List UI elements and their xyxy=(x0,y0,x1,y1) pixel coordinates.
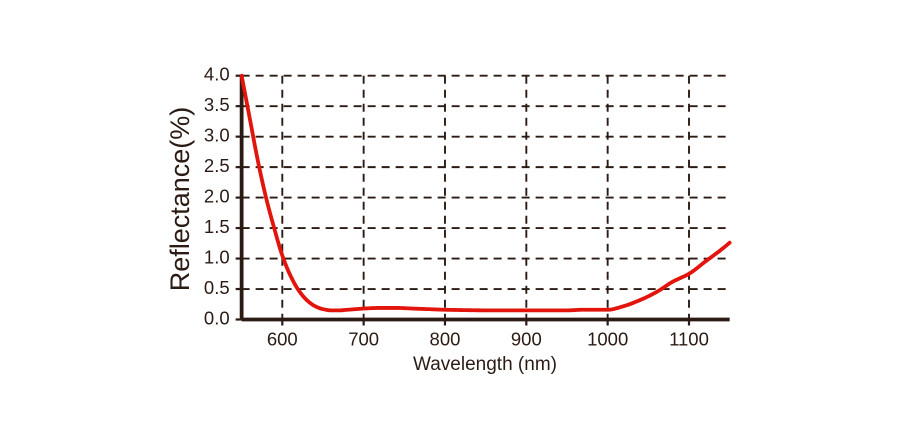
svg-text:1.0: 1.0 xyxy=(204,247,230,268)
svg-text:Wavelength (nm): Wavelength (nm) xyxy=(413,354,557,375)
svg-text:600: 600 xyxy=(267,329,298,350)
svg-text:1000: 1000 xyxy=(587,329,628,350)
svg-text:4.0: 4.0 xyxy=(204,64,230,85)
svg-text:1.5: 1.5 xyxy=(204,216,230,237)
svg-text:Reflectance(%): Reflectance(%) xyxy=(165,107,195,292)
svg-text:3.0: 3.0 xyxy=(204,125,230,146)
svg-text:900: 900 xyxy=(511,329,542,350)
svg-text:0.0: 0.0 xyxy=(204,308,230,329)
svg-text:700: 700 xyxy=(348,329,379,350)
svg-text:800: 800 xyxy=(430,329,461,350)
svg-text:0.5: 0.5 xyxy=(204,277,230,298)
svg-text:2.5: 2.5 xyxy=(204,155,230,176)
svg-text:2.0: 2.0 xyxy=(204,186,230,207)
svg-text:1100: 1100 xyxy=(669,329,709,350)
svg-text:3.5: 3.5 xyxy=(204,94,230,115)
